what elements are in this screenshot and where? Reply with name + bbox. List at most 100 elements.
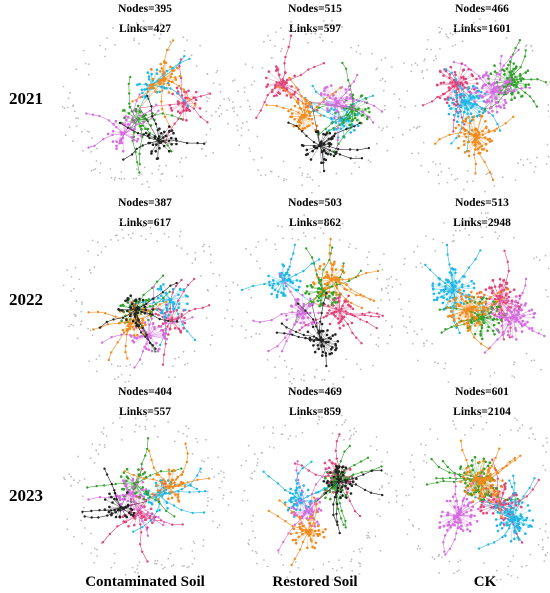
network-node xyxy=(440,295,443,299)
peripheral-node xyxy=(209,128,212,130)
network-link xyxy=(456,75,473,85)
network-link xyxy=(422,101,433,106)
peripheral-node xyxy=(120,373,123,376)
peripheral-node xyxy=(459,229,461,232)
peripheral-node xyxy=(399,283,402,286)
peripheral-node xyxy=(220,113,223,115)
network-node xyxy=(512,115,515,119)
network-node xyxy=(144,113,147,117)
peripheral-node xyxy=(321,39,324,42)
peripheral-node xyxy=(424,58,426,60)
network-node xyxy=(289,280,293,284)
network-graph-2021-contaminated xyxy=(61,20,230,189)
network-link xyxy=(171,311,174,321)
network-link xyxy=(132,96,141,102)
peripheral-node xyxy=(525,352,528,355)
network-link xyxy=(343,127,351,137)
network-node xyxy=(493,313,496,317)
network-node xyxy=(493,129,496,133)
peripheral-node xyxy=(370,52,373,55)
network-node xyxy=(447,98,450,101)
network-link xyxy=(159,318,169,322)
network-node xyxy=(485,149,489,153)
peripheral-node xyxy=(181,175,184,178)
peripheral-node xyxy=(349,243,351,245)
network-link xyxy=(127,309,137,312)
peripheral-node xyxy=(183,50,186,52)
peripheral-node xyxy=(432,161,435,163)
peripheral-node xyxy=(388,277,390,280)
peripheral-node xyxy=(274,248,277,251)
network-node xyxy=(289,115,292,119)
peripheral-node xyxy=(404,106,406,108)
peripheral-node xyxy=(534,165,537,168)
network-link xyxy=(346,98,357,101)
network-link xyxy=(436,84,458,86)
network-node xyxy=(330,84,333,87)
peripheral-node xyxy=(323,378,326,381)
network-node xyxy=(350,321,354,325)
network-node xyxy=(349,131,352,134)
peripheral-node xyxy=(414,104,417,107)
peripheral-node xyxy=(375,343,378,346)
peripheral-node xyxy=(315,368,318,371)
network-node xyxy=(167,313,170,317)
peripheral-node xyxy=(422,141,425,144)
peripheral-node xyxy=(445,33,447,36)
peripheral-node xyxy=(70,323,73,326)
network-link xyxy=(286,327,297,333)
network-link xyxy=(503,56,512,66)
peripheral-node xyxy=(121,228,123,231)
network-link xyxy=(459,86,466,103)
network-node xyxy=(326,109,329,113)
network-link xyxy=(445,286,454,291)
network-link xyxy=(315,270,332,280)
network-node xyxy=(136,104,140,108)
network-link xyxy=(184,102,187,121)
network-node xyxy=(451,81,454,84)
network-link xyxy=(279,273,286,284)
network-link xyxy=(333,120,343,130)
network-node xyxy=(458,93,462,96)
peripheral-node xyxy=(377,336,380,339)
network-node xyxy=(359,94,363,98)
network-link xyxy=(268,345,278,352)
peripheral-node xyxy=(143,225,146,228)
network-link xyxy=(318,321,321,334)
peripheral-node xyxy=(218,115,221,118)
network-node xyxy=(457,123,461,127)
network-node xyxy=(193,277,196,281)
network-node xyxy=(467,140,470,144)
network-link xyxy=(321,269,324,280)
peripheral-node xyxy=(278,355,281,358)
peripheral-node xyxy=(244,63,247,66)
network-node xyxy=(302,144,305,147)
network-node xyxy=(352,104,356,108)
network-link xyxy=(164,77,176,80)
network-link xyxy=(127,127,139,134)
network-node xyxy=(144,96,147,99)
network-link xyxy=(328,279,332,292)
network-node xyxy=(136,83,139,87)
peripheral-node xyxy=(211,334,214,337)
peripheral-node xyxy=(434,55,437,57)
network-link xyxy=(314,62,325,68)
peripheral-node xyxy=(454,26,456,29)
network-node xyxy=(164,316,167,319)
network-graph-2021-restored xyxy=(228,19,402,194)
network-link xyxy=(323,286,333,292)
network-link xyxy=(276,70,282,84)
network-node xyxy=(301,102,305,105)
network-link xyxy=(470,69,479,77)
network-node xyxy=(512,88,516,92)
network-link xyxy=(143,287,153,296)
peripheral-node xyxy=(531,49,534,52)
network-link xyxy=(465,85,474,103)
peripheral-node xyxy=(186,362,189,365)
network-node xyxy=(124,115,127,118)
peripheral-node xyxy=(240,127,243,129)
network-node xyxy=(164,328,168,331)
network-node xyxy=(275,295,279,299)
network-link xyxy=(129,117,133,125)
network-link xyxy=(448,84,458,88)
